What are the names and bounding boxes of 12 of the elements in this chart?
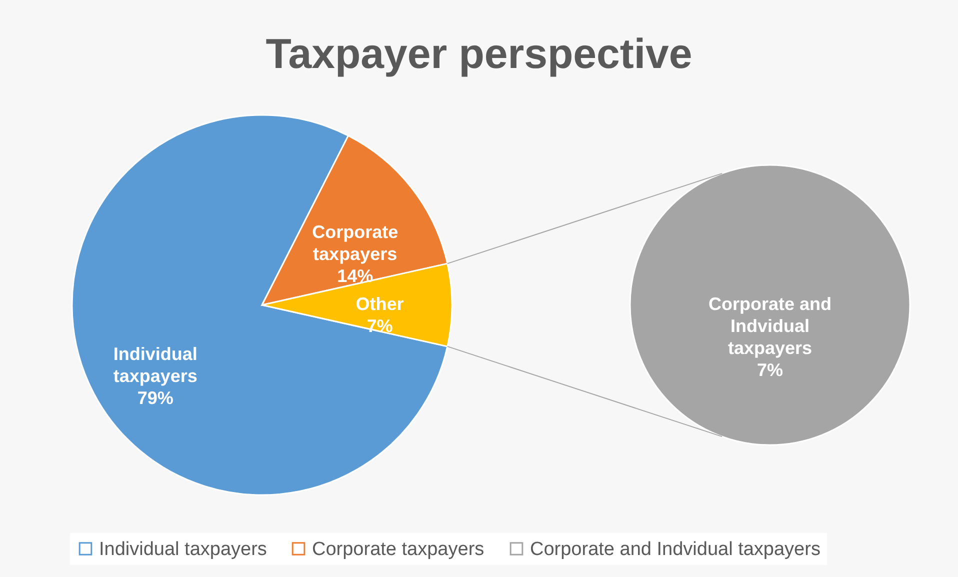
slice-label: Other: [356, 294, 404, 314]
slice-label: Corporate taxpayers: [312, 222, 398, 264]
legend-label: Individual taxpayers: [99, 538, 267, 560]
data-label: 7%: [756, 360, 784, 380]
legend-label: Corporate taxpayers: [312, 538, 484, 560]
data-label: 7%: [366, 316, 393, 336]
data-label: 79%: [137, 388, 174, 408]
legend-label: Corporate and Indvidual taxpayers: [530, 538, 820, 560]
slice-label: Individual taxpayers: [113, 344, 198, 386]
data-label: 14%: [337, 266, 374, 286]
chart-title: Taxpayer perspective: [266, 30, 692, 77]
slice-label: Corporate and Indvidual taxpayers: [708, 294, 832, 358]
